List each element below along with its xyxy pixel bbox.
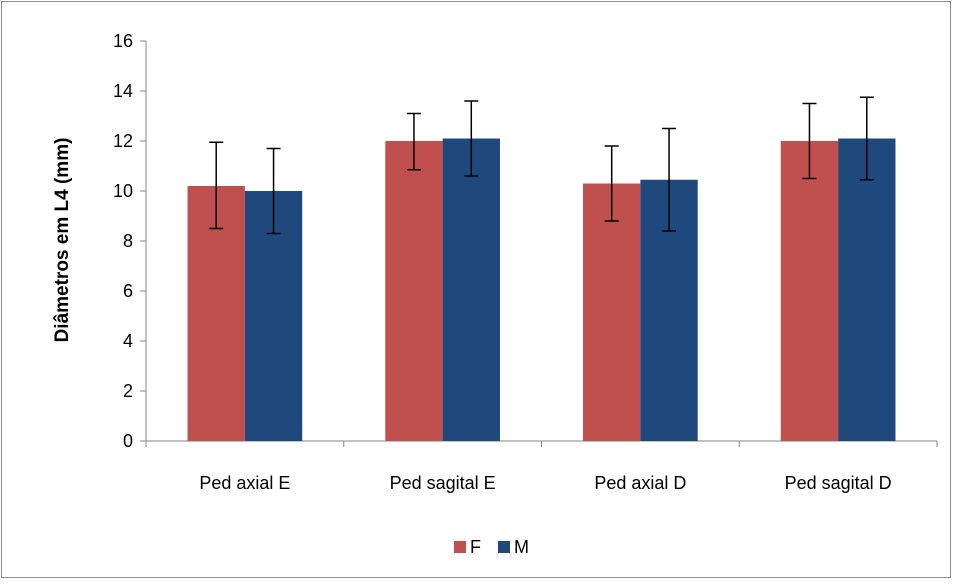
y-axis-title: Diâmetros em L4 (mm) xyxy=(52,138,73,343)
y-tick-label: 8 xyxy=(123,231,133,251)
y-tick-label: 16 xyxy=(113,31,133,51)
legend-swatch-m xyxy=(498,541,510,553)
legend-label-f: F xyxy=(470,537,481,557)
x-tick-label: Ped axial E xyxy=(199,473,290,493)
legend-label-m: M xyxy=(514,537,529,557)
bar-f xyxy=(583,184,640,442)
y-tick-label: 12 xyxy=(113,131,133,151)
bar-m xyxy=(443,139,500,442)
x-tick-label: Ped sagital D xyxy=(785,473,892,493)
legend-swatch-f xyxy=(454,541,466,553)
y-tick-label: 0 xyxy=(123,431,133,451)
y-tick-label: 6 xyxy=(123,281,133,301)
bar-f xyxy=(385,141,442,441)
x-tick-label: Ped sagital E xyxy=(390,473,496,493)
bar-f xyxy=(781,141,838,441)
x-tick-label: Ped axial D xyxy=(594,473,686,493)
y-tick-label: 2 xyxy=(123,381,133,401)
bar-m xyxy=(838,139,895,442)
y-tick-label: 10 xyxy=(113,181,133,201)
y-tick-label: 4 xyxy=(123,331,133,351)
y-tick-label: 14 xyxy=(113,81,133,101)
